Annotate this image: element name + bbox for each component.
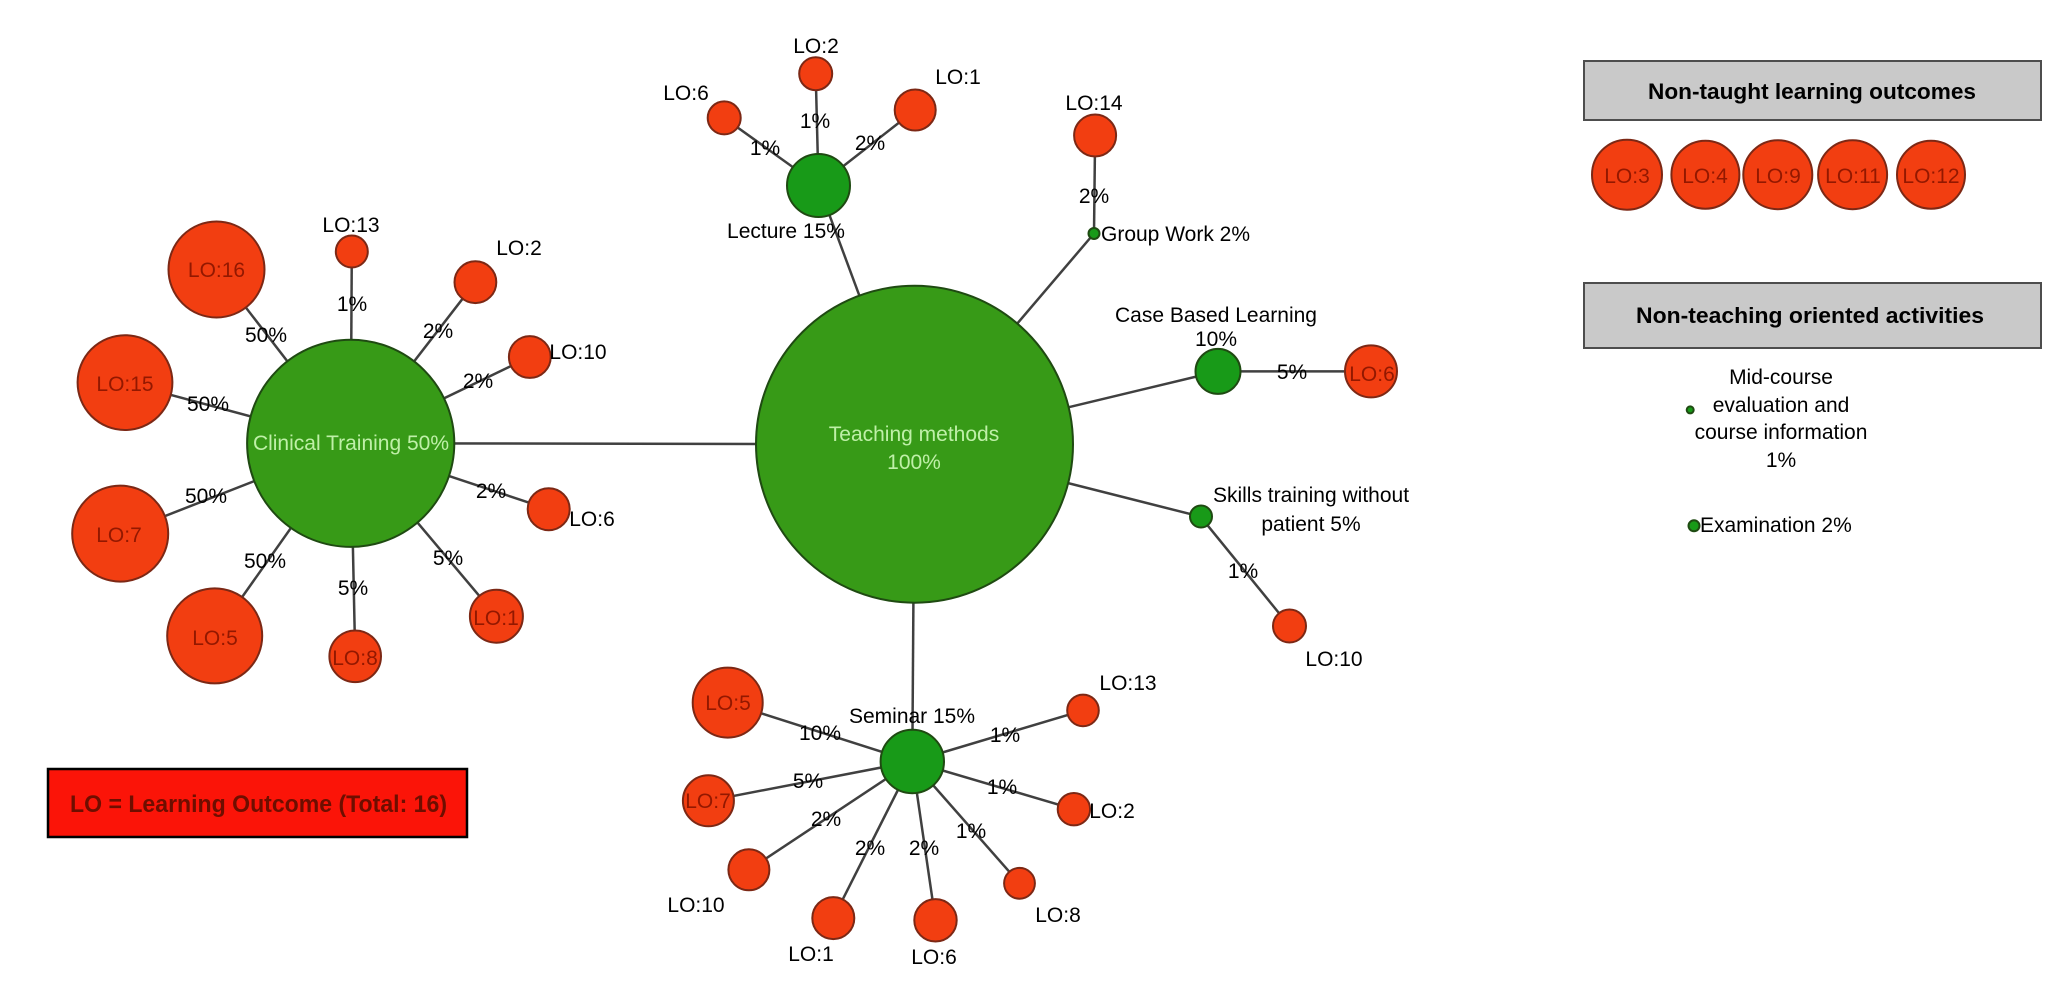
svg-text:LO:4: LO:4	[1682, 165, 1728, 188]
svg-text:LO:14: LO:14	[1065, 92, 1123, 115]
svg-text:1%: 1%	[750, 137, 780, 160]
svg-text:LO:7: LO:7	[96, 524, 142, 547]
svg-text:100%: 100%	[887, 451, 941, 474]
svg-text:LO:16: LO:16	[188, 259, 245, 282]
svg-text:1%: 1%	[1766, 449, 1796, 472]
svg-text:Group Work 2%: Group Work 2%	[1101, 223, 1250, 246]
svg-text:5%: 5%	[1277, 361, 1307, 384]
svg-text:2%: 2%	[423, 320, 453, 343]
svg-text:50%: 50%	[185, 485, 227, 508]
svg-text:1%: 1%	[1228, 560, 1258, 583]
svg-text:LO:13: LO:13	[1099, 672, 1156, 695]
svg-text:LO = Learning Outcome (Total:: LO = Learning Outcome (Total: 16)	[70, 791, 447, 818]
svg-text:Clinical Training 50%: Clinical Training 50%	[253, 432, 449, 455]
svg-text:1%: 1%	[800, 110, 830, 133]
svg-text:evaluation and: evaluation and	[1713, 394, 1850, 417]
svg-text:LO:8: LO:8	[1035, 904, 1081, 927]
svg-text:LO:7: LO:7	[685, 790, 731, 813]
svg-text:patient 5%: patient 5%	[1261, 513, 1360, 536]
svg-text:course information: course information	[1695, 421, 1868, 444]
svg-text:Non-teaching oriented activiti: Non-teaching oriented activities	[1636, 303, 1984, 328]
svg-text:5%: 5%	[338, 577, 368, 600]
svg-text:LO:11: LO:11	[1825, 165, 1881, 188]
svg-text:1%: 1%	[956, 820, 986, 843]
svg-text:50%: 50%	[244, 550, 286, 573]
svg-text:Examination 2%: Examination 2%	[1700, 514, 1852, 537]
svg-text:LO:2: LO:2	[793, 35, 839, 58]
svg-text:Case Based Learning: Case Based Learning	[1115, 304, 1317, 327]
svg-text:LO:6: LO:6	[663, 82, 709, 105]
svg-text:LO:2: LO:2	[1089, 800, 1135, 823]
svg-text:LO:9: LO:9	[1755, 165, 1801, 188]
svg-text:Skills training without: Skills training without	[1213, 484, 1409, 507]
svg-text:5%: 5%	[793, 770, 823, 793]
svg-text:Lecture 15%: Lecture 15%	[727, 220, 845, 243]
svg-text:Teaching methods: Teaching methods	[829, 423, 999, 446]
svg-text:5%: 5%	[433, 547, 463, 570]
svg-text:LO:13: LO:13	[322, 214, 379, 237]
svg-text:Mid-course: Mid-course	[1729, 366, 1833, 389]
svg-text:LO:5: LO:5	[192, 627, 238, 650]
svg-text:LO:5: LO:5	[705, 692, 751, 715]
svg-text:2%: 2%	[463, 370, 493, 393]
svg-text:LO:6: LO:6	[911, 946, 957, 969]
svg-text:LO:6: LO:6	[569, 508, 615, 531]
svg-text:LO:3: LO:3	[1604, 165, 1650, 188]
svg-text:LO:10: LO:10	[1305, 648, 1362, 671]
svg-text:LO:1: LO:1	[473, 607, 519, 630]
svg-text:Non-taught learning outcomes: Non-taught learning outcomes	[1648, 79, 1976, 104]
svg-text:LO:15: LO:15	[96, 373, 153, 396]
svg-text:50%: 50%	[245, 324, 287, 347]
svg-text:2%: 2%	[1079, 185, 1109, 208]
svg-text:LO:6: LO:6	[1349, 363, 1395, 386]
svg-text:LO:8: LO:8	[332, 647, 378, 670]
svg-text:2%: 2%	[909, 837, 939, 860]
svg-text:LO:1: LO:1	[788, 943, 834, 966]
svg-text:Seminar 15%: Seminar 15%	[849, 705, 975, 728]
svg-text:1%: 1%	[990, 724, 1020, 747]
svg-text:LO:12: LO:12	[1902, 165, 1959, 188]
svg-text:LO:10: LO:10	[549, 341, 606, 364]
svg-text:2%: 2%	[811, 808, 841, 831]
svg-text:LO:10: LO:10	[667, 894, 724, 917]
svg-text:2%: 2%	[476, 480, 506, 503]
svg-text:2%: 2%	[855, 132, 885, 155]
svg-text:1%: 1%	[987, 776, 1017, 799]
svg-text:1%: 1%	[337, 293, 367, 316]
svg-text:10%: 10%	[799, 722, 841, 745]
svg-text:LO:1: LO:1	[935, 66, 981, 89]
svg-text:2%: 2%	[855, 837, 885, 860]
svg-text:10%: 10%	[1195, 328, 1237, 351]
svg-text:LO:2: LO:2	[496, 237, 542, 260]
svg-text:50%: 50%	[187, 393, 229, 416]
